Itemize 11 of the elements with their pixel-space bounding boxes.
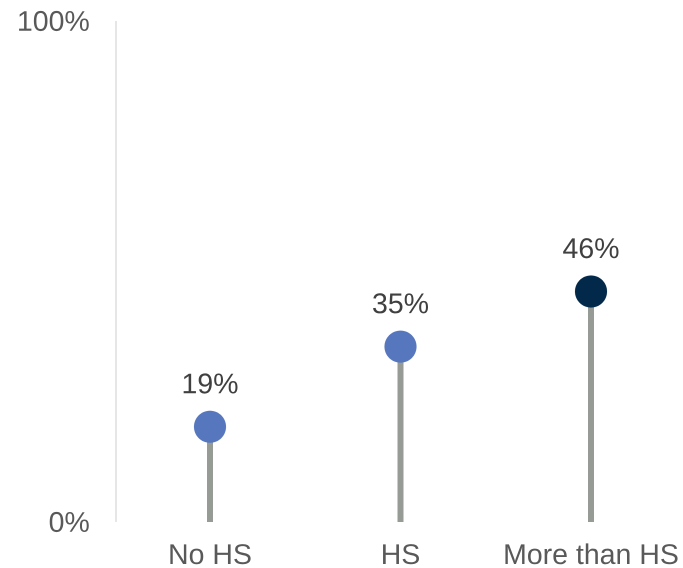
point xyxy=(384,330,417,363)
y-tick-label: 0% xyxy=(50,512,89,532)
point xyxy=(574,275,608,308)
data-label: 46% xyxy=(563,238,618,258)
point xyxy=(194,410,226,443)
data-label: 35% xyxy=(373,293,428,314)
x-tick-label: HS xyxy=(383,544,419,564)
data-label: 19% xyxy=(184,373,238,394)
y-tick-label: 100% xyxy=(19,10,89,32)
x-tick-label: No HS xyxy=(170,544,251,564)
x-tick-label: More than HS xyxy=(505,543,678,564)
